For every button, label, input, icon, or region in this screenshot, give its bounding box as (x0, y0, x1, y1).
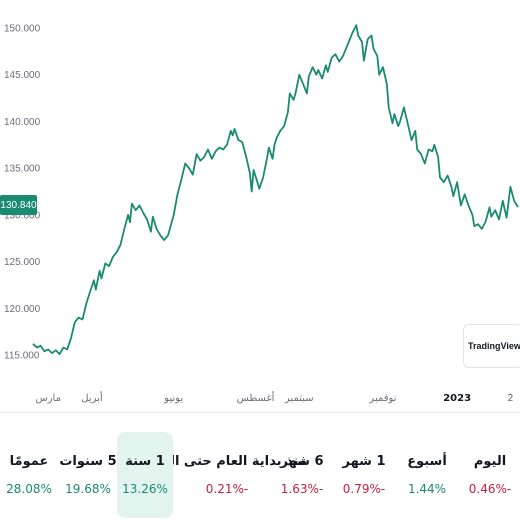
last-price-badge: 130.840 (0, 195, 37, 215)
period-change-value: 28.08% (6, 482, 52, 496)
tradingview-logo[interactable]: TradingView (463, 324, 520, 368)
price-series-line (32, 24, 519, 356)
period-change-value: 1.44% (407, 482, 447, 496)
section-divider (0, 412, 520, 413)
period-tab[interactable]: 1 شهر 0.79%- (334, 432, 394, 518)
period-label: 1 شهر (342, 454, 386, 469)
y-axis-tick-label: 115.000 (4, 351, 40, 362)
period-label: 6 شهر (280, 454, 324, 469)
period-label: منذ بداية العام حتى اليوم (147, 454, 307, 469)
x-axis-tick-label: 2023 (443, 393, 471, 404)
period-tab[interactable]: 5 سنوات 19.68% (56, 432, 120, 518)
period-label: 5 سنوات (59, 454, 117, 469)
x-axis-tick-label: مارس (35, 393, 60, 404)
x-axis-tick-label: 2 (507, 393, 513, 404)
price-chart-svg[interactable]: 150.000 145.000 140.000 135.000 130.000 125.0… (0, 0, 520, 412)
period-tab[interactable]: 1 سنة 13.26% (117, 432, 173, 518)
period-tab[interactable]: 6 شهر 1.63%- (272, 432, 332, 518)
period-tab[interactable]: أسبوع 1.44% (396, 432, 458, 518)
period-label: اليوم (473, 454, 507, 469)
period-tab[interactable]: اليوم 0.46%- (460, 432, 520, 518)
y-axis-tick-label: 140.000 (4, 117, 41, 128)
y-axis-tick-label: 135.000 (4, 164, 41, 175)
y-axis-tick-label: 120.000 (4, 304, 41, 315)
y-axis-tick-label: 130.000 (4, 210, 41, 221)
x-axis-tick-label: يونيو (163, 393, 183, 404)
period-tab[interactable]: منذ بداية العام حتى اليوم 0.21%- (147, 432, 307, 518)
tradingview-logo-text: TradingView (468, 341, 520, 351)
price-chart[interactable]: 150.000 145.000 140.000 135.000 130.000 125.0… (0, 0, 520, 412)
period-change-value: 19.68% (65, 482, 111, 496)
y-axis-tick-label: 145.000 (4, 70, 41, 81)
period-change-value: 13.26% (122, 482, 168, 496)
y-axis-tick-label: 125.000 (4, 257, 41, 268)
period-change-value: 0.46%- (468, 482, 512, 496)
x-axis-tick-label: أغسطس (237, 391, 275, 404)
performance-periods: اليوم 0.46%- أسبوع 1.44% 1 شهر 0.79%- 6 شهر 1.6… (0, 432, 520, 520)
period-change-value: 0.21%- (205, 482, 249, 496)
period-label: أسبوع (407, 454, 447, 469)
period-change-value: 1.63%- (280, 482, 324, 496)
period-tab[interactable]: عمومًا 28.08% (1, 432, 57, 518)
period-change-value: 0.79%- (342, 482, 386, 496)
period-label: عمومًا (9, 454, 49, 469)
x-axis-tick-label: أبريل (81, 391, 103, 404)
x-axis-tick-label: نوفمبر (368, 393, 396, 404)
y-axis-tick-label: 150.000 (4, 24, 41, 35)
x-axis-tick-label: سبتمبر (284, 393, 314, 404)
period-label: 1 سنة (125, 454, 165, 469)
